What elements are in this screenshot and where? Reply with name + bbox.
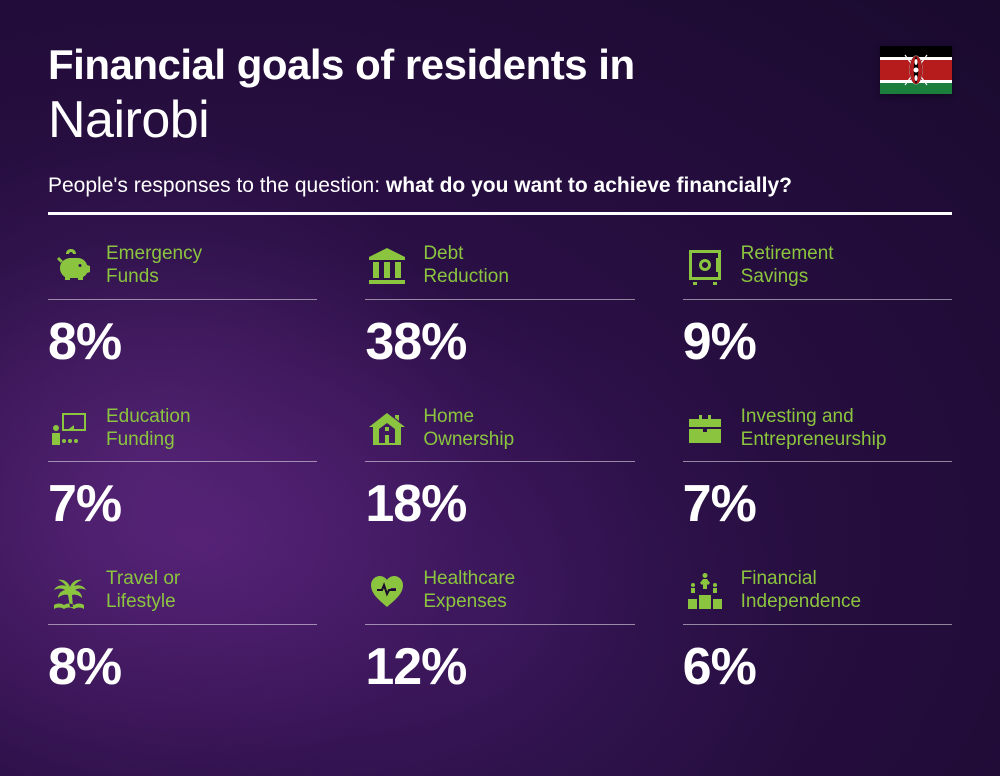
card-label: Healthcare Expenses xyxy=(423,568,515,614)
card-healthcare-expenses: Healthcare Expenses 12% xyxy=(365,568,634,697)
card-value: 12% xyxy=(365,637,634,697)
title-city: Nairobi xyxy=(48,90,952,150)
card-value: 7% xyxy=(48,474,317,534)
card-education-funding: Education Funding 7% xyxy=(48,406,317,535)
kenya-flag-icon xyxy=(880,46,952,94)
podium-icon xyxy=(683,569,727,613)
bank-icon xyxy=(365,244,409,288)
house-icon xyxy=(365,407,409,451)
card-header: Investing and Entrepreneurship xyxy=(683,406,952,463)
card-retirement-savings: Retirement Savings 9% xyxy=(683,243,952,372)
safe-icon xyxy=(683,244,727,288)
card-header: Home Ownership xyxy=(365,406,634,463)
subtitle: People's responses to the question: what… xyxy=(48,174,952,198)
subtitle-question: what do you want to achieve financially? xyxy=(386,174,792,197)
subtitle-prefix: People's responses to the question: xyxy=(48,174,386,197)
stats-grid: Emergency Funds 8% Debt Reduction 38% xyxy=(48,243,952,697)
card-label: Travel or Lifestyle xyxy=(106,568,180,614)
card-header: Travel or Lifestyle xyxy=(48,568,317,625)
card-value: 9% xyxy=(683,312,952,372)
palm-icon xyxy=(48,569,92,613)
card-home-ownership: Home Ownership 18% xyxy=(365,406,634,535)
card-label: Financial Independence xyxy=(741,568,861,614)
education-icon xyxy=(48,407,92,451)
card-header: Debt Reduction xyxy=(365,243,634,300)
card-value: 8% xyxy=(48,312,317,372)
card-investing-entrepreneurship: Investing and Entrepreneurship 7% xyxy=(683,406,952,535)
card-label: Debt Reduction xyxy=(423,243,509,289)
card-label: Education Funding xyxy=(106,406,191,452)
card-travel-lifestyle: Travel or Lifestyle 8% xyxy=(48,568,317,697)
card-emergency-funds: Emergency Funds 8% xyxy=(48,243,317,372)
piggy-bank-icon xyxy=(48,244,92,288)
card-label: Investing and Entrepreneurship xyxy=(741,406,887,452)
card-header: Retirement Savings xyxy=(683,243,952,300)
card-value: 8% xyxy=(48,637,317,697)
card-label: Retirement Savings xyxy=(741,243,834,289)
card-financial-independence: Financial Independence 6% xyxy=(683,568,952,697)
card-value: 7% xyxy=(683,474,952,534)
card-header: Emergency Funds xyxy=(48,243,317,300)
briefcase-icon xyxy=(683,407,727,451)
header-divider xyxy=(48,212,952,215)
heart-pulse-icon xyxy=(365,569,409,613)
card-header: Education Funding xyxy=(48,406,317,463)
card-header: Healthcare Expenses xyxy=(365,568,634,625)
card-label: Emergency Funds xyxy=(106,243,202,289)
card-debt-reduction: Debt Reduction 38% xyxy=(365,243,634,372)
card-label: Home Ownership xyxy=(423,406,514,452)
card-header: Financial Independence xyxy=(683,568,952,625)
infographic-container: Financial goals of residents in Nairobi xyxy=(0,0,1000,776)
header: Financial goals of residents in Nairobi xyxy=(48,42,952,150)
card-value: 18% xyxy=(365,474,634,534)
card-value: 38% xyxy=(365,312,634,372)
card-value: 6% xyxy=(683,637,952,697)
title-prefix: Financial goals of residents in xyxy=(48,42,952,88)
